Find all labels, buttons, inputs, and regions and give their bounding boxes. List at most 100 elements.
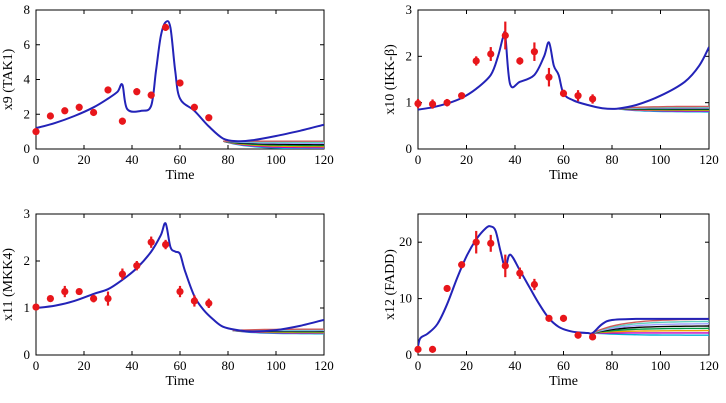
data-point	[90, 295, 98, 303]
data-point	[147, 238, 155, 246]
data-point	[530, 280, 539, 289]
ensemble-curve	[592, 332, 709, 336]
y-tick-label: 3	[406, 2, 413, 17]
plot-area	[36, 222, 324, 335]
y-axis-title: x12 (FADD)	[383, 249, 398, 320]
data-point	[61, 287, 69, 296]
x-tick-label: 80	[222, 358, 235, 373]
data-point	[574, 92, 582, 100]
x-tick-label: 40	[509, 152, 522, 167]
y-tick-label: 2	[24, 106, 31, 121]
x-tick-label: 100	[266, 152, 286, 167]
x-tick-label: 0	[33, 152, 40, 167]
ensemble-curve	[592, 329, 709, 334]
data-point	[589, 333, 597, 341]
y-tick-label: 0	[24, 347, 31, 362]
ensemble-curve	[592, 327, 709, 334]
subplot-3: 0 20 40 60 80 100 120 0 1 2 3 Time x11 (MKK4)	[1, 206, 334, 389]
data-point	[205, 114, 213, 122]
x-axis-title: Time	[549, 374, 578, 389]
x-tick-label: 20	[460, 152, 473, 167]
x-tick-label: 120	[314, 358, 334, 373]
x-tick-label: 80	[606, 152, 619, 167]
data-point	[574, 331, 582, 339]
data-point	[458, 92, 466, 100]
y-tick-label: 10	[399, 291, 412, 306]
fit-curve	[418, 30, 709, 111]
data-point	[414, 99, 422, 108]
plot-area	[418, 225, 709, 347]
data-point	[32, 303, 40, 311]
data-point	[443, 99, 451, 107]
data-point	[530, 48, 539, 56]
data-point	[75, 103, 83, 111]
data-point	[472, 57, 480, 65]
data-point	[104, 86, 112, 94]
data-point	[428, 100, 437, 108]
data-point	[133, 88, 141, 96]
data-point	[176, 287, 184, 296]
x-tick-label: 0	[33, 358, 40, 373]
y-axis-title: x11 (MKK4)	[1, 248, 16, 321]
x-tick-label: 20	[460, 358, 473, 373]
x-tick-label: 0	[415, 152, 422, 167]
data-point	[176, 79, 184, 87]
x-tick-label: 60	[174, 152, 187, 167]
data-point	[46, 112, 55, 120]
subplot-1: 0 20 40 60 80 100 120 0 2 4 6 8 Time x9 (TAK1)	[1, 2, 334, 183]
y-tick-label: 2	[406, 48, 413, 63]
y-tick-label: 20	[399, 234, 412, 249]
data-point	[90, 108, 98, 117]
plot-area	[418, 30, 709, 113]
data-point	[516, 269, 524, 277]
x-tick-label: 120	[699, 152, 719, 167]
x-tick-label: 60	[557, 152, 570, 167]
x-axis-title: Time	[165, 374, 194, 389]
data-point	[147, 91, 155, 99]
y-tick-label: 8	[24, 2, 31, 17]
y-tick-label: 1	[406, 95, 413, 110]
y-tick-label: 0	[406, 347, 413, 362]
x-tick-label: 40	[509, 358, 522, 373]
data-point	[205, 299, 213, 307]
fit-curve	[36, 222, 324, 333]
subplot-4: 0 20 40 60 80 100 120 0 10 20 Time x12 (FADD)	[383, 213, 719, 389]
data-point	[162, 240, 170, 249]
x-tick-label: 0	[415, 358, 422, 373]
axes-frame	[417, 213, 710, 356]
y-axis-title: x9 (TAK1)	[1, 48, 16, 110]
y-tick-label: 3	[24, 206, 31, 221]
x-tick-label: 100	[651, 358, 671, 373]
data-point	[104, 295, 112, 303]
ensemble-curve	[616, 105, 709, 110]
data-point	[75, 287, 83, 296]
x-tick-label: 100	[266, 358, 286, 373]
x-tick-label: 40	[126, 358, 139, 373]
axes-frame	[417, 9, 710, 150]
data-point	[501, 262, 509, 270]
data-point	[118, 270, 126, 278]
data-point	[443, 284, 451, 293]
data-point	[487, 50, 495, 58]
data-point	[472, 238, 480, 246]
data-point	[428, 345, 437, 353]
x-tick-label: 20	[78, 152, 91, 167]
data-point	[32, 128, 40, 136]
y-axis-title: x10 (IKK-β)	[383, 44, 398, 115]
x-tick-label: 60	[557, 358, 570, 373]
x-tick-label: 20	[78, 358, 91, 373]
x-tick-label: 80	[606, 358, 619, 373]
y-tick-label: 2	[24, 253, 31, 268]
x-tick-label: 100	[651, 152, 671, 167]
data-point	[414, 345, 422, 353]
x-axis-title: Time	[165, 168, 194, 183]
data-point	[190, 103, 198, 111]
data-point	[61, 107, 69, 115]
y-tick-label: 1	[24, 300, 31, 315]
ensemble-curve	[592, 325, 709, 334]
y-tick-label: 0	[406, 141, 413, 156]
x-tick-label: 120	[699, 358, 719, 373]
x-tick-label: 120	[314, 152, 334, 167]
